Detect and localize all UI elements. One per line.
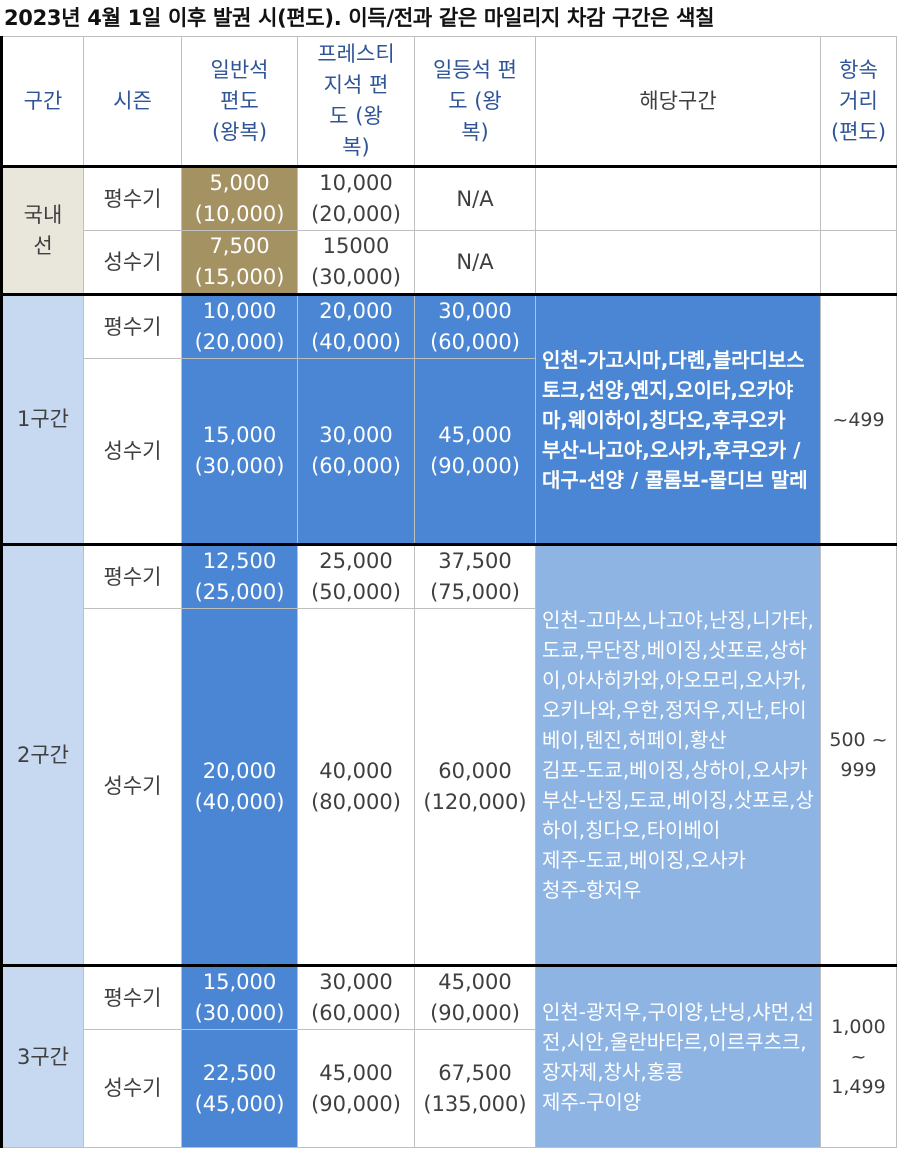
first-cell: 60,000 (120,000) [414, 608, 536, 966]
season-cell: 평수기 [83, 543, 182, 609]
first-cell: 37,500 (75,000) [414, 543, 536, 609]
prestige-cell: 45,000 (90,000) [297, 1029, 415, 1148]
header-first: 일등석 편 도 (왕 복) [414, 36, 536, 167]
economy-cell: 20,000 (40,000) [181, 608, 298, 966]
table-row: 성수기 15,000 (30,000) 30,000 (60,000) 45,0… [2, 358, 897, 545]
prestige-cell: 15000 (30,000) [297, 230, 415, 295]
distance-cell-zone2: 500 ~ 999 [820, 543, 897, 966]
routes-cell [535, 230, 821, 295]
season-cell: 성수기 [83, 1029, 182, 1148]
table-row: 3구간 평수기 15,000 (30,000) 30,000 (60,000) … [0, 964, 897, 1148]
first-cell: 67,500 (135,000) [414, 1029, 536, 1148]
season-cell: 성수기 [83, 230, 182, 295]
table-row: 성수기 7,500 (15,000) 15000 (30,000) N/A [2, 230, 897, 295]
table-row: 1구간 평수기 10,000 (20,000) 20,000 (40,000) … [0, 293, 897, 545]
economy-cell: 7,500 (15,000) [181, 230, 298, 295]
header-distance: 항속 거리 (편도) [820, 36, 897, 167]
table-row: 성수기 22,500 (45,000) 45,000 (90,000) 67,5… [2, 1029, 897, 1148]
header-prestige: 프레스티 지석 편 도 (왕 복) [297, 36, 415, 167]
economy-cell: 22,500 (45,000) [181, 1029, 298, 1148]
table-row: 2구간 평수기 12,500 (25,000) 25,000 (50,000) … [0, 543, 897, 966]
page-title: 2023년 4월 1일 이후 발권 시(편도). 이득/전과 같은 마일리지 차… [4, 6, 715, 30]
section-label-zone1: 1구간 [0, 293, 84, 545]
season-cell: 평수기 [83, 964, 182, 1030]
economy-cell: 15,000 (30,000) [181, 358, 298, 545]
first-cell: 45,000 (90,000) [414, 358, 536, 545]
header-section: 구간 [0, 36, 84, 167]
prestige-cell: 30,000 (60,000) [297, 964, 415, 1030]
routes-cell-zone2: 인천-고마쓰,나고야,난징,니가타,도쿄,무단장,베이징,삿포로,상하이,아사히… [535, 543, 821, 966]
economy-cell: 5,000 (10,000) [181, 165, 298, 231]
distance-cell-zone1: ~499 [820, 293, 897, 545]
prestige-cell: 40,000 (80,000) [297, 608, 415, 966]
first-cell: N/A [414, 165, 536, 231]
prestige-cell: 20,000 (40,000) [297, 293, 415, 359]
first-cell: 45,000 (90,000) [414, 964, 536, 1030]
table-row: 성수기 20,000 (40,000) 40,000 (80,000) 60,0… [2, 608, 897, 966]
distance-cell [820, 230, 897, 295]
season-cell: 평수기 [83, 293, 182, 359]
distance-cell-zone3: 1,000 ~ 1,499 [820, 964, 897, 1148]
economy-cell: 15,000 (30,000) [181, 964, 298, 1030]
mileage-table: 구간 시즌 일반석 편도 (왕복) 프레스티 지석 편 도 (왕 복) 일등석 … [0, 36, 897, 1148]
economy-cell: 10,000 (20,000) [181, 293, 298, 359]
header-economy: 일반석 편도 (왕복) [181, 36, 298, 167]
section-label-zone2: 2구간 [0, 543, 84, 966]
table-row: 국내 선 평수기 5,000 (10,000) 10,000 (20,000) … [0, 165, 897, 295]
season-cell: 평수기 [83, 165, 182, 231]
prestige-cell: 25,000 (50,000) [297, 543, 415, 609]
header-routes: 해당구간 [535, 36, 821, 167]
header-row: 구간 시즌 일반석 편도 (왕복) 프레스티 지석 편 도 (왕 복) 일등석 … [0, 36, 897, 167]
section-label-zone3: 3구간 [0, 964, 84, 1148]
routes-cell-zone1: 인천-가고시마,다롄,블라디보스토크,선양,옌지,오이타,오카야마,웨이하이,칭… [535, 293, 821, 545]
first-cell: 30,000 (60,000) [414, 293, 536, 359]
routes-cell [535, 165, 821, 231]
prestige-cell: 30,000 (60,000) [297, 358, 415, 545]
prestige-cell: 10,000 (20,000) [297, 165, 415, 231]
first-cell: N/A [414, 230, 536, 295]
season-cell: 성수기 [83, 608, 182, 966]
routes-cell-zone3: 인천-광저우,구이양,난닝,샤먼,선전,시안,울란바타르,이르쿠츠크,장자제,창… [535, 964, 821, 1148]
distance-cell [820, 165, 897, 231]
economy-cell: 12,500 (25,000) [181, 543, 298, 609]
header-season: 시즌 [83, 36, 182, 167]
section-label-domestic: 국내 선 [0, 165, 84, 295]
season-cell: 성수기 [83, 358, 182, 545]
